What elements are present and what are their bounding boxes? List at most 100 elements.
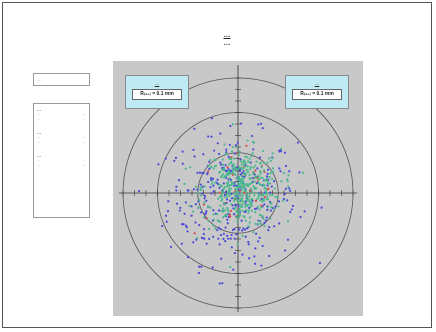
scatter-point bbox=[223, 209, 227, 212]
callout-right-value: R₍₉₅₎ = 0.1 mm bbox=[292, 89, 342, 100]
scatter-point bbox=[254, 186, 257, 190]
scatter-point bbox=[184, 224, 188, 227]
scatter-point bbox=[227, 237, 230, 240]
scatter-point bbox=[243, 200, 246, 203]
scatter-point bbox=[237, 176, 241, 179]
scatter-point bbox=[216, 197, 220, 200]
scatter-point bbox=[257, 123, 260, 126]
scatter-point bbox=[288, 187, 291, 190]
scatter-point bbox=[240, 174, 243, 177]
scatter-point bbox=[296, 141, 300, 144]
scatter-point bbox=[214, 227, 217, 230]
scatter-point bbox=[137, 189, 141, 193]
scatter-point bbox=[237, 185, 240, 189]
scatter-point bbox=[276, 195, 279, 199]
scatter-point bbox=[265, 191, 268, 194]
scatter-point bbox=[220, 195, 223, 198]
scatter-point bbox=[245, 169, 248, 172]
legend-row-right: … bbox=[82, 112, 87, 116]
scatter-point bbox=[195, 238, 198, 241]
scatter-point bbox=[289, 210, 292, 214]
scatter-point bbox=[238, 228, 241, 231]
scatter-point bbox=[222, 188, 225, 191]
scatter-point bbox=[280, 180, 283, 183]
scatter-point bbox=[248, 173, 251, 177]
scatter-point bbox=[228, 157, 231, 161]
scatter-point bbox=[256, 192, 259, 195]
scatter-point bbox=[277, 205, 280, 208]
scatter-point bbox=[210, 179, 214, 183]
scatter-point bbox=[212, 224, 215, 227]
scatter-point bbox=[258, 194, 261, 197]
legend-row-left: … bbox=[37, 112, 41, 116]
scatter-point bbox=[258, 182, 261, 185]
scatter-point bbox=[258, 236, 261, 239]
scatter-point bbox=[302, 171, 305, 174]
scatter-point bbox=[238, 170, 241, 173]
scatter-point bbox=[183, 212, 186, 215]
legend-row: …… bbox=[37, 158, 86, 163]
scatter-point bbox=[279, 170, 282, 173]
scatter-point bbox=[196, 188, 199, 191]
scatter-point bbox=[269, 191, 272, 194]
scatter-point bbox=[268, 254, 271, 258]
scatter-point bbox=[242, 177, 245, 180]
scatter-point bbox=[226, 166, 229, 169]
scatter-point bbox=[221, 158, 224, 161]
scatter-point bbox=[209, 158, 212, 162]
scatter-point bbox=[193, 127, 196, 130]
scatter-point bbox=[263, 203, 266, 206]
scatter-point bbox=[286, 220, 290, 223]
scatter-point bbox=[241, 229, 244, 232]
scatter-point bbox=[236, 188, 239, 191]
scatter-point bbox=[291, 204, 295, 208]
scatter-point bbox=[263, 179, 266, 182]
scatter-point bbox=[277, 200, 281, 203]
scatter-point bbox=[222, 237, 225, 240]
scatter-point bbox=[259, 222, 262, 225]
scatter-point bbox=[181, 150, 184, 153]
scatter-point bbox=[237, 190, 240, 194]
scatter-point bbox=[232, 163, 235, 167]
scatter-point bbox=[254, 232, 258, 235]
scatter-point bbox=[216, 142, 219, 145]
scatter-point bbox=[218, 171, 221, 174]
legend-row: …… bbox=[37, 117, 86, 122]
scatter-point bbox=[228, 199, 232, 202]
scatter-point bbox=[196, 236, 199, 240]
scatter-point bbox=[267, 168, 270, 171]
scatter-point bbox=[274, 195, 277, 198]
scatter-point bbox=[253, 255, 256, 258]
scatter-point bbox=[218, 183, 221, 186]
scatter-point bbox=[209, 206, 212, 209]
scatter-point bbox=[242, 170, 245, 173]
scatter-point bbox=[164, 157, 167, 160]
scatter-point bbox=[254, 169, 257, 172]
scatter-point bbox=[233, 182, 236, 186]
scatter-point bbox=[241, 191, 244, 194]
scatter-point bbox=[270, 205, 273, 209]
scatter-point bbox=[266, 198, 270, 201]
scatter-point bbox=[225, 148, 228, 151]
scatter-point bbox=[265, 178, 268, 181]
scatter-point bbox=[220, 174, 223, 177]
scatter-point bbox=[226, 218, 229, 221]
scatter-point bbox=[211, 177, 215, 180]
scatter-point bbox=[273, 207, 276, 210]
scatter-point bbox=[226, 172, 230, 175]
scatter-point bbox=[256, 198, 259, 201]
scatter-point bbox=[230, 246, 233, 249]
scatter-point bbox=[228, 177, 231, 180]
scatter-point bbox=[182, 223, 185, 226]
scatter-point bbox=[261, 127, 264, 130]
scatter-point bbox=[220, 184, 223, 188]
scatter-point bbox=[236, 243, 239, 246]
scatter-point bbox=[246, 160, 250, 163]
scatter-point bbox=[212, 213, 215, 216]
scatter-point bbox=[219, 204, 222, 207]
scatter-point bbox=[245, 199, 248, 202]
scatter-point bbox=[270, 185, 273, 188]
scatter-point bbox=[202, 228, 206, 231]
scatter-point bbox=[233, 251, 237, 255]
scatter-point bbox=[217, 237, 220, 240]
